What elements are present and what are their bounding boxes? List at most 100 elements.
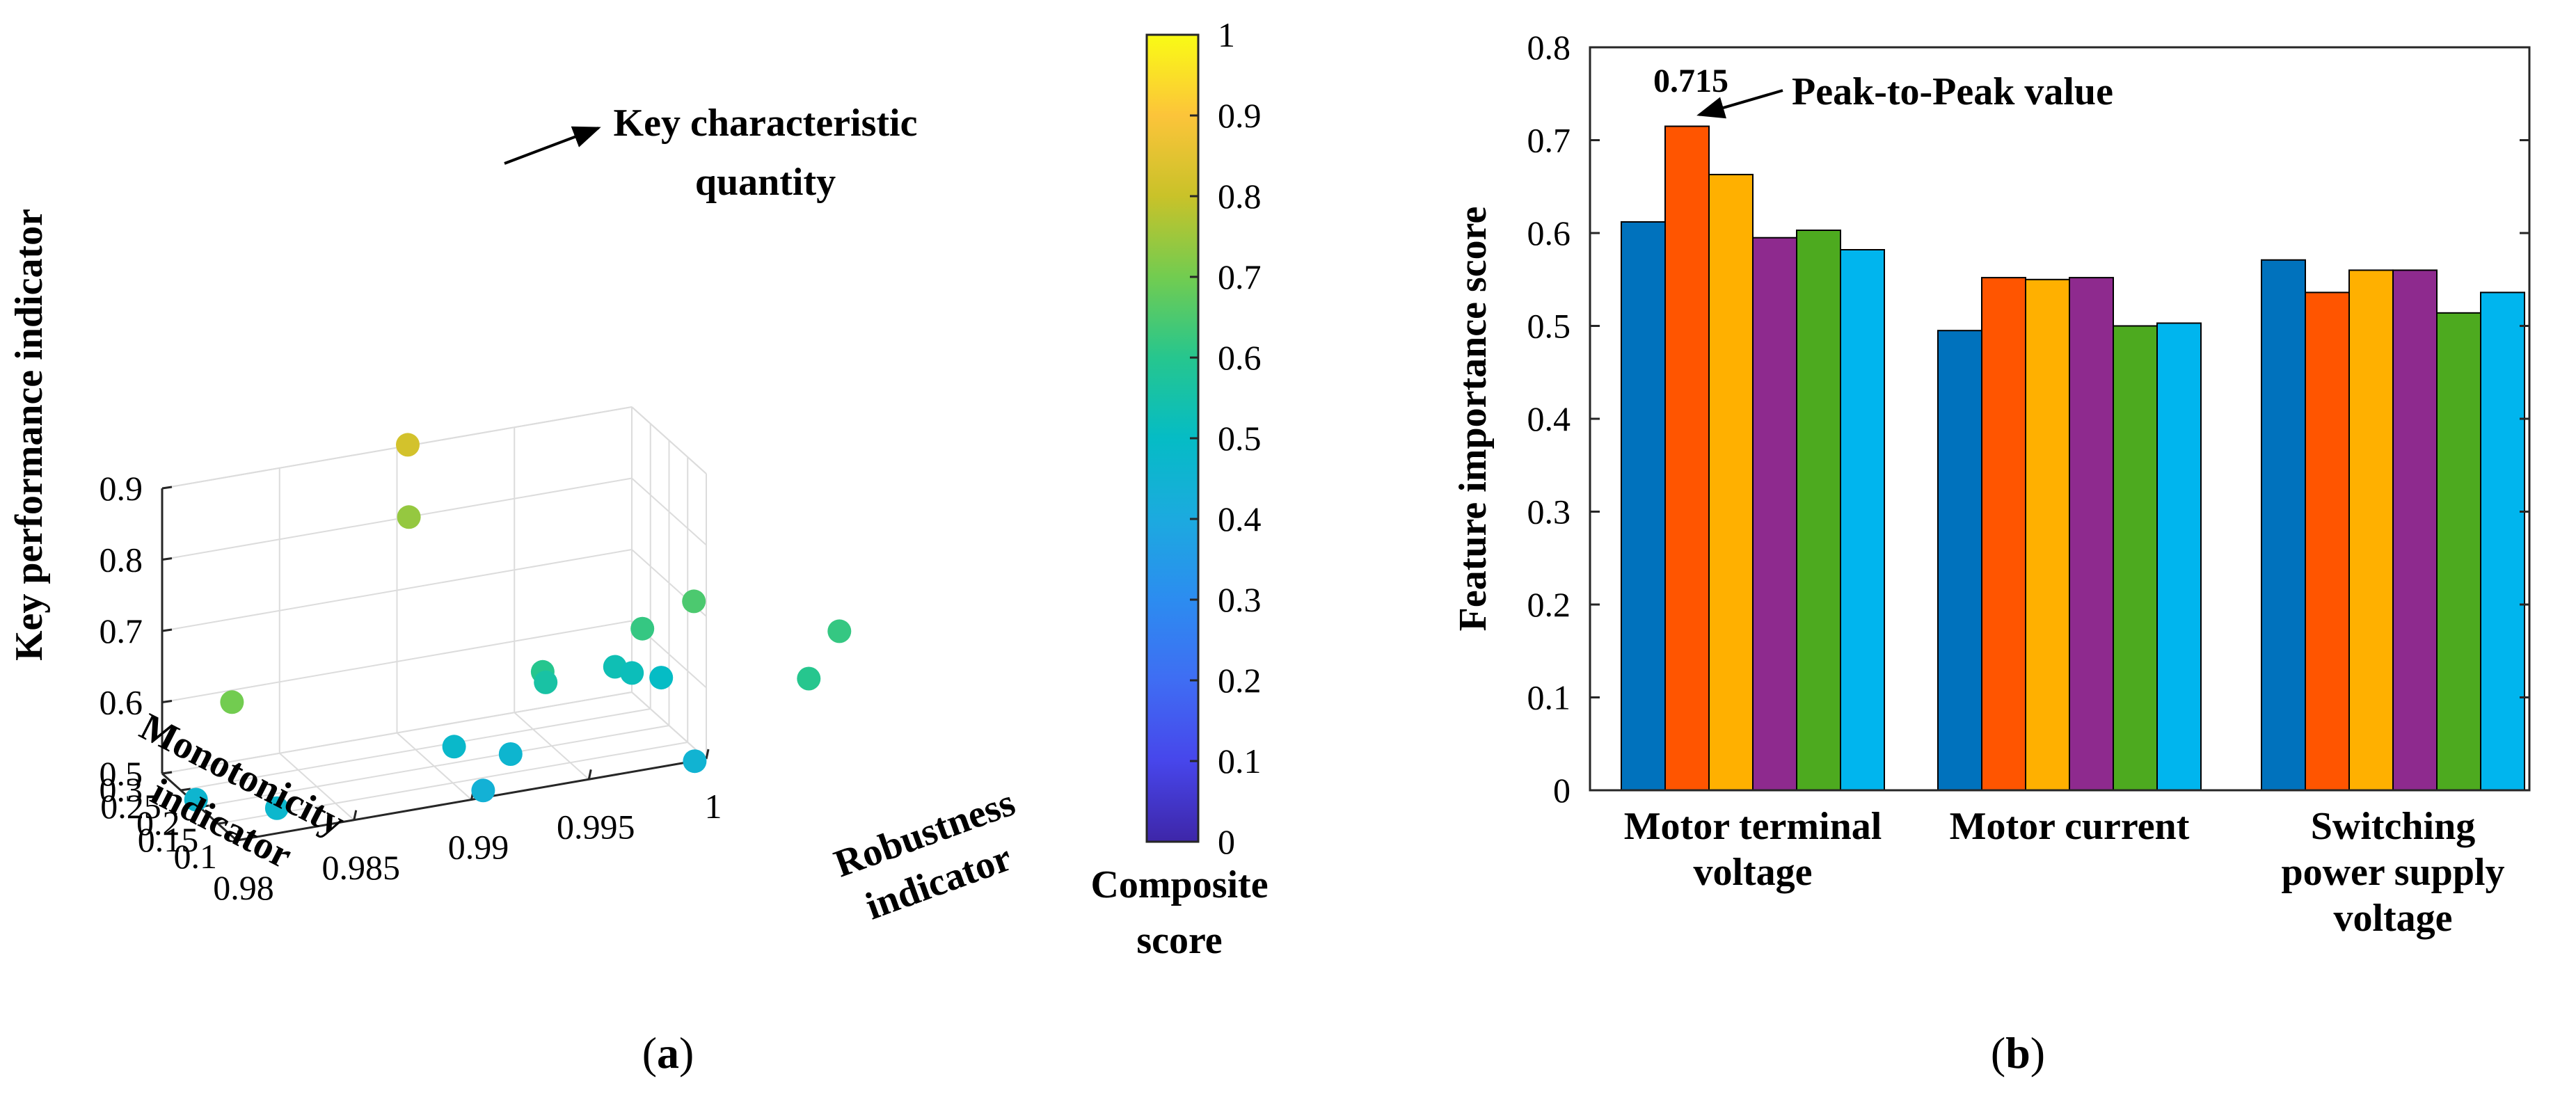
annotation-text-a-line2: quantity [695,161,836,204]
scatter-point-1 [397,505,421,529]
y-tick-label-3: 0.15 [138,820,199,859]
y-tick-label-0: 0.3 [100,770,143,809]
panel-label-a: (a) [642,1028,694,1078]
bar-y-tick-label-2: 0.2 [1527,585,1571,624]
x-tick-label-0: 0.98 [213,868,274,907]
bar-y-tick-label-1: 0.1 [1527,678,1571,717]
bar-category-label-2-0: Switching [2311,805,2476,848]
y-tick-4 [236,838,247,842]
scatter-point-0 [396,433,420,457]
colorbar-tick-label-9: 0.9 [1218,96,1262,135]
z-tick-label-3: 0.8 [100,541,143,579]
y-tick-label-1: 0.25 [100,787,161,826]
colorbar-label-line2: score [1136,919,1222,962]
bar-g2-s5 [2480,291,2525,791]
scatter3d-points [184,433,852,820]
bar-g2-s0 [2261,259,2306,791]
bar-value-label: 0.715 [1653,63,1728,99]
z-tick-labels: 0.5 0.6 0.7 0.8 0.9 [100,469,143,793]
bar-g1-s5 [2156,322,2202,791]
bar-g0-s4 [1796,230,1841,791]
colorbar-tick-label-1: 0.1 [1218,742,1262,781]
colorbar-tick-label-6: 0.6 [1218,338,1262,377]
bar-g0-s5 [1840,249,1885,791]
bar-y-tick-label-8: 0.8 [1527,28,1571,67]
y-tick-label-2: 0.2 [136,803,180,842]
z-tick-2 [161,628,173,632]
bar-g2-s3 [2392,269,2438,791]
bar-g1-s3 [2069,277,2114,792]
bar-g0-s1 [1664,125,1710,791]
colorbar-tick-label-10: 1 [1218,15,1235,54]
panel-label-b-letter: b [2005,1028,2030,1078]
bar-category-label-1-0: Motor current [1950,805,2190,848]
bar-category-label-0-1: voltage [1693,851,1812,894]
scatter-point-17 [184,787,208,812]
x-tick-labels: 0.98 0.985 0.99 0.995 1 [213,787,722,907]
bar-g1-s2 [2025,278,2070,792]
scatter-point-16 [264,796,289,820]
z-tick-label-2: 0.7 [100,611,143,650]
colorbar-gradient [1145,33,1200,843]
scatter-point-3 [682,589,706,614]
colorbar-tick-labels: 0 0.1 0.2 0.3 0.4 0.5 0.6 0.7 0.8 0.9 1 [1190,15,1262,861]
scatter-point-6 [534,670,558,694]
bar-y-tick-label-5: 0.5 [1527,307,1571,346]
colorbar-tick-label-8: 0.8 [1218,177,1262,216]
bar-y-tick-label-4: 0.4 [1527,399,1571,438]
bar-y-tick-label-6: 0.6 [1527,214,1571,253]
x-tick-3 [587,769,592,780]
y-tick-0 [161,771,173,775]
colorbar: 00.10.20.30.40.50.60.70.80.91 Composite … [1090,15,1268,962]
colorbar-tick-label-0: 0 [1218,822,1235,861]
x-tick-label-1: 0.985 [322,848,401,887]
x-tick-label-2: 0.99 [448,828,509,867]
bar-y-tick-label-0: 0 [1553,771,1571,810]
annotation-text-b: Peak-to-Peak value [1792,70,2113,113]
scatter-point-13 [498,742,523,766]
x-tick-1 [353,810,358,821]
y-tick-3 [218,821,228,825]
scatter-point-2 [220,690,244,714]
bar-category-label-2-1: power supply [2281,851,2504,894]
grid-floor-y-2 [199,725,669,808]
bar-g1-s4 [2113,325,2158,791]
bar-category-label-2-2: voltage [2333,897,2452,940]
x-tick-label-3: 0.995 [557,807,635,846]
grid-floor-y-0 [161,691,633,774]
annotation-arrow-b [1696,89,1783,119]
box-edge-top-right [631,406,707,474]
scatter-point-11 [797,666,821,691]
y-tick-label-4: 0.1 [174,837,218,876]
bar-g0-s2 [1708,173,1754,791]
z-tick-label-1: 0.6 [100,683,143,722]
scatter-point-15 [683,749,707,774]
bar-series [1621,125,2525,792]
colorbar-tick-label-7: 0.7 [1218,257,1262,296]
scatter-point-12 [442,735,466,759]
bar-g1-s1 [1981,277,2026,792]
scatter-point-4 [630,616,655,641]
bar-y-axis-label: Feature importance score [1452,207,1495,632]
y-tick-1 [180,787,191,792]
z-tick-label-4: 0.9 [100,469,143,508]
bar-y-tick-label-3: 0.3 [1527,493,1571,531]
scatter-point-10 [827,619,852,643]
colorbar-tick-label-4: 0.4 [1218,499,1262,538]
x-tick-label-4: 1 [705,787,722,826]
z-tick-1 [161,700,173,703]
scatter-point-14 [471,778,495,803]
panel-label-a-letter: a [657,1028,679,1078]
bar-y-tick-labels: 0 0.1 0.2 0.3 0.4 0.5 0.6 0.7 0.8 [1527,28,2529,810]
z-tick-3 [161,557,173,561]
y-tick-labels: 0.30.250.20.150.1 [100,770,218,876]
z-tick-4 [161,486,173,490]
panel-b-bar-chart: 0 0.1 0.2 0.3 0.4 0.5 0.6 0.7 0.8 Motor terminal… [1452,28,2531,940]
colorbar-tick-label-5: 0.5 [1218,419,1262,458]
bar-g2-s1 [2305,291,2350,791]
annotation-arrow-a [504,126,601,165]
